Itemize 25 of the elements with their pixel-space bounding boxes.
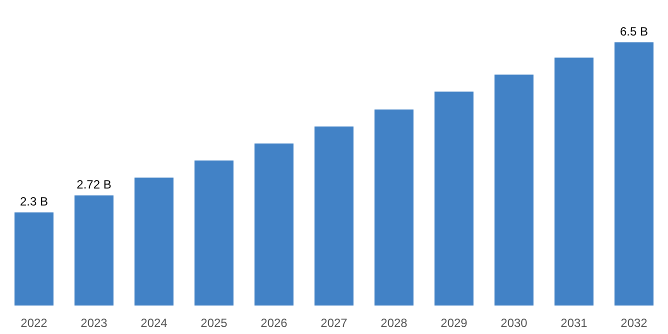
x-tick-label: 2025 — [200, 316, 228, 330]
bar — [74, 195, 114, 306]
data-label: 2.72 B — [76, 178, 112, 192]
x-tick-label: 2022 — [20, 316, 48, 330]
x-tick-label: 2032 — [620, 316, 648, 330]
bar — [314, 126, 354, 306]
x-tick-label: 2023 — [80, 316, 108, 330]
bar — [254, 144, 294, 306]
bar — [134, 178, 174, 306]
data-label: 2.3 B — [20, 194, 48, 209]
x-tick-label: 2024 — [140, 316, 168, 330]
bar — [194, 160, 234, 306]
bar — [434, 92, 474, 306]
x-tick-label: 2030 — [500, 316, 528, 330]
bar — [614, 42, 654, 306]
x-tick-label: 2026 — [260, 316, 288, 330]
x-tick-label: 2029 — [440, 316, 468, 330]
bar — [494, 74, 534, 306]
x-tick-label: 2028 — [380, 316, 408, 330]
x-tick-label: 2027 — [320, 316, 348, 330]
bar — [14, 212, 54, 306]
data-label: 6.5 B — [620, 24, 648, 39]
bar — [374, 110, 414, 306]
bar — [554, 58, 594, 306]
x-tick-label: 2031 — [560, 316, 588, 330]
